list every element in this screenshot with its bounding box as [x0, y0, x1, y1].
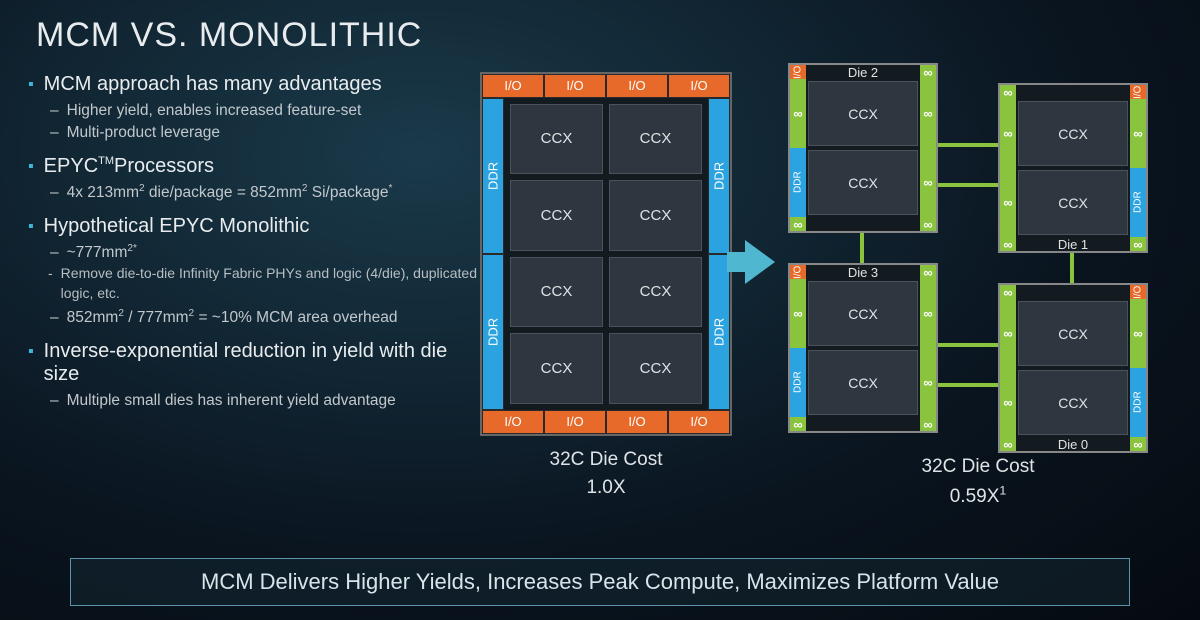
content-row: MCM approach has many advantages Higher y…: [0, 55, 1200, 511]
ccx-block: CCX: [510, 104, 603, 175]
bullet-sub: Multiple small dies has inherent yield a…: [50, 390, 480, 412]
inf-block: ∞: [920, 79, 936, 148]
ccx-block: CCX: [609, 180, 702, 251]
ddr-block: DDR: [708, 254, 730, 410]
bullet-sub: 4x 213mm2 die/package = 852mm2 Si/packag…: [50, 182, 480, 205]
inf-block: ∞: [1000, 437, 1016, 451]
inf-block: ∞: [1000, 85, 1016, 99]
inf-block: ∞: [1000, 368, 1016, 437]
ccx-block: CCX: [510, 257, 603, 328]
inf-block: ∞: [920, 348, 936, 417]
ccx-block: CCX: [609, 104, 702, 175]
ccx-block: CCX: [1018, 301, 1128, 366]
io-block: I/O: [668, 410, 730, 434]
mcm-diagram: I/O∞DDR∞∞∞∞∞Die 2CCXCCXI/O∞DDR∞∞∞∞∞Die 1…: [788, 63, 1168, 443]
io-block: I/O: [790, 65, 806, 79]
bullet-column: MCM approach has many advantages Higher y…: [0, 55, 480, 511]
inf-block: ∞: [790, 217, 806, 231]
die-label: Die 3: [806, 265, 920, 279]
inf-block: ∞: [1000, 285, 1016, 299]
die-label: Die 1: [1016, 237, 1130, 251]
ccx-block: CCX: [808, 281, 918, 346]
mcm-caption: 32C Die Cost 0.59X1: [922, 453, 1035, 511]
infinity-link: [938, 343, 998, 347]
ddr-block: DDR: [1130, 168, 1146, 237]
ddr-block: DDR: [482, 254, 504, 410]
inf-block: ∞: [920, 217, 936, 231]
ddr-block: DDR: [790, 148, 806, 217]
io-block: I/O: [544, 410, 606, 434]
ccx-block: CCX: [510, 180, 603, 251]
inf-block: ∞: [1130, 237, 1146, 251]
io-block: I/O: [482, 410, 544, 434]
infinity-link: [860, 233, 864, 263]
io-block: I/O: [544, 74, 606, 98]
mcm-column: I/O∞DDR∞∞∞∞∞Die 2CCXCCXI/O∞DDR∞∞∞∞∞Die 1…: [788, 63, 1168, 511]
inf-block: ∞: [1130, 437, 1146, 451]
die-label: Die 2: [806, 65, 920, 79]
inf-block: ∞: [1130, 299, 1146, 368]
monolithic-column: I/OI/OI/OI/ODDRDDRCCXCCXCCXCCXCCXCCXCCXC…: [480, 72, 732, 503]
bullet-sub: 852mm2 / 777mm2 = ~10% MCM area overhead: [50, 307, 480, 330]
bullet-subsub: Remove die-to-die Infinity Fabric PHYs a…: [48, 264, 480, 303]
ccx-block: CCX: [808, 150, 918, 215]
monolithic-die: I/OI/OI/OI/ODDRDDRCCXCCXCCXCCXCCXCCXCCXC…: [480, 72, 732, 436]
ccx-block: CCX: [808, 350, 918, 415]
slide-title: MCM VS. MONOLITHIC: [0, 0, 1200, 55]
io-block: I/O: [606, 74, 668, 98]
ccx-block: CCX: [1018, 101, 1128, 166]
inf-block: ∞: [1000, 237, 1016, 251]
inf-block: ∞: [790, 417, 806, 431]
bullet-head: Hypothetical EPYC Monolithic: [28, 215, 480, 238]
inf-block: ∞: [1000, 99, 1016, 168]
die: I/O∞DDR∞∞∞∞∞Die 0CCXCCX: [998, 283, 1148, 453]
bullet-sub: Higher yield, enables increased feature-…: [50, 100, 480, 122]
inf-block: ∞: [920, 279, 936, 348]
ddr-block: DDR: [790, 348, 806, 417]
infinity-link: [1070, 253, 1074, 283]
io-block: I/O: [790, 265, 806, 279]
inf-block: ∞: [1130, 99, 1146, 168]
ccx-block: CCX: [1018, 170, 1128, 235]
io-block: I/O: [606, 410, 668, 434]
infinity-link: [938, 383, 998, 387]
inf-block: ∞: [920, 417, 936, 431]
infinity-link: [938, 143, 998, 147]
inf-block: ∞: [1000, 168, 1016, 237]
inf-block: ∞: [1000, 299, 1016, 368]
inf-block: ∞: [790, 279, 806, 348]
die: I/O∞DDR∞∞∞∞∞Die 2CCXCCX: [788, 63, 938, 233]
bullet-sub: Multi-product leverage: [50, 122, 480, 144]
ddr-block: DDR: [1130, 368, 1146, 437]
die-label: Die 0: [1016, 437, 1130, 451]
inf-block: ∞: [920, 65, 936, 79]
bullet-head: EPYCTM Processors: [28, 155, 480, 178]
mono-caption: 32C Die Cost 1.0X: [550, 446, 663, 503]
io-block: I/O: [1130, 85, 1146, 99]
io-block: I/O: [1130, 285, 1146, 299]
inf-block: ∞: [920, 148, 936, 217]
ccx-block: CCX: [808, 81, 918, 146]
die: I/O∞DDR∞∞∞∞∞Die 1CCXCCX: [998, 83, 1148, 253]
bullet-head: Inverse-exponential reduction in yield w…: [28, 340, 480, 386]
io-block: I/O: [482, 74, 544, 98]
io-block: I/O: [668, 74, 730, 98]
inf-block: ∞: [920, 265, 936, 279]
ccx-block: CCX: [510, 333, 603, 404]
arrow-icon: [736, 240, 784, 284]
summary-banner: MCM Delivers Higher Yields, Increases Pe…: [70, 558, 1130, 606]
die: I/O∞DDR∞∞∞∞∞Die 3CCXCCX: [788, 263, 938, 433]
ccx-block: CCX: [609, 333, 702, 404]
inf-block: ∞: [790, 79, 806, 148]
ddr-block: DDR: [708, 98, 730, 254]
bullet-sub: ~777mm2*: [50, 242, 480, 265]
ccx-block: CCX: [1018, 370, 1128, 435]
bullet-head: MCM approach has many advantages: [28, 73, 480, 96]
infinity-link: [938, 183, 998, 187]
ddr-block: DDR: [482, 98, 504, 254]
ccx-block: CCX: [609, 257, 702, 328]
diagram-area: I/OI/OI/OI/ODDRDDRCCXCCXCCXCCXCCXCCXCCXC…: [480, 55, 1200, 511]
